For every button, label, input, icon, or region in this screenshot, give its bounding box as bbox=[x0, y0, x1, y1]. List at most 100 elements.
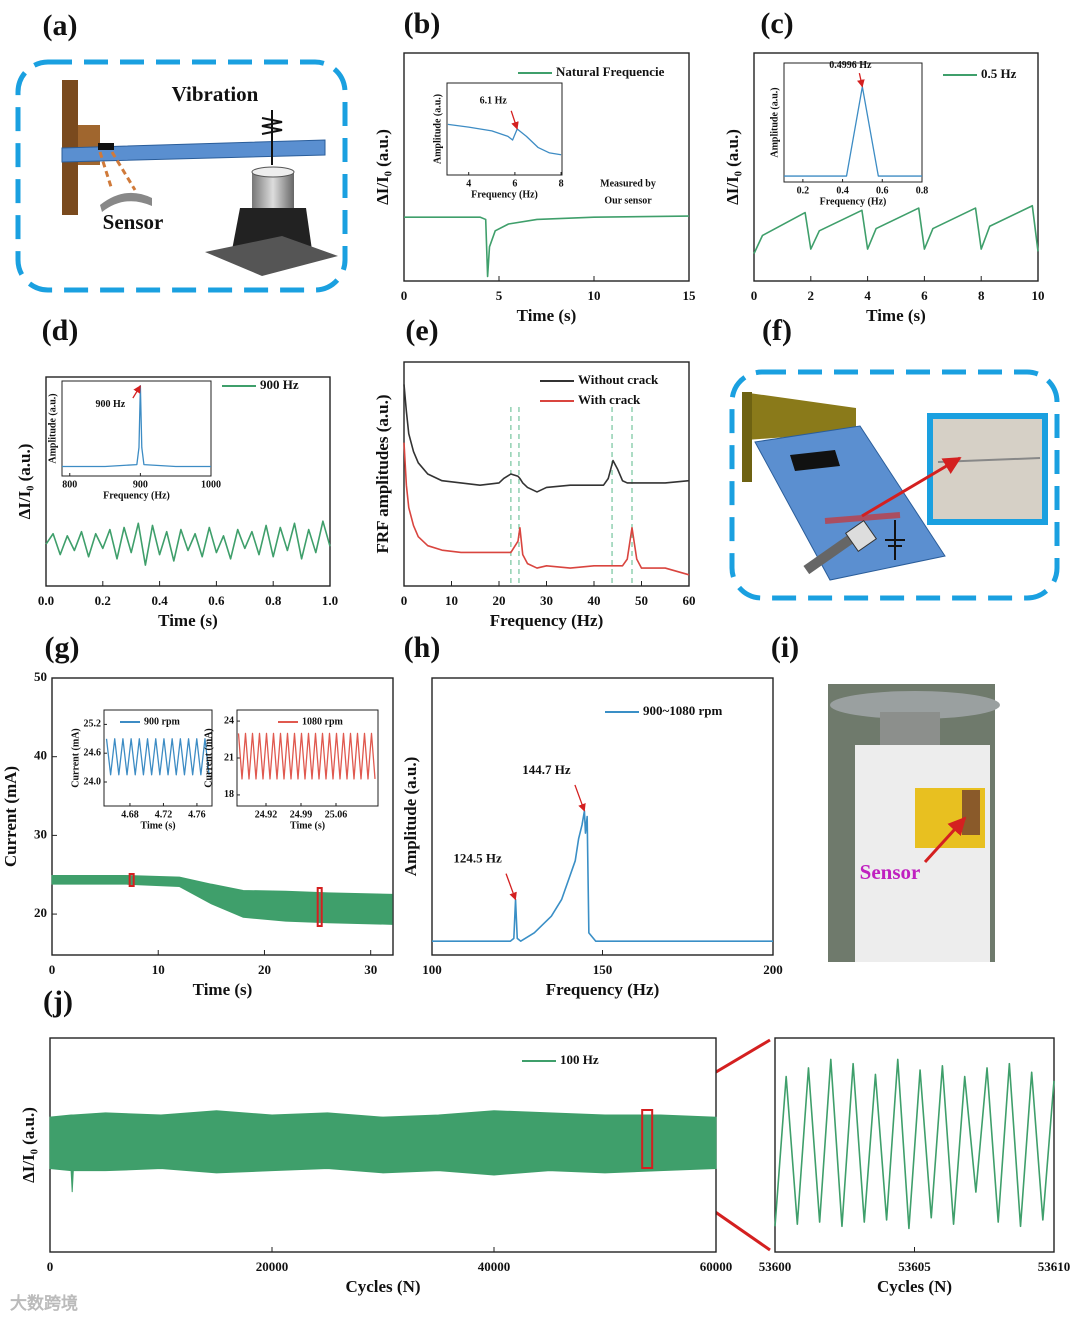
illustration-i-part bbox=[962, 790, 980, 835]
x-tick-label: 6 bbox=[921, 288, 928, 303]
illustration-a-part bbox=[61, 139, 326, 163]
x-tick-label: 24.99 bbox=[290, 809, 313, 820]
highlight bbox=[641, 1109, 654, 1169]
illustration-i-part bbox=[880, 712, 940, 747]
x-tick-label: 0 bbox=[47, 1259, 54, 1274]
x-tick-label: 10 bbox=[1032, 288, 1045, 303]
x-tick-label: 2 bbox=[808, 288, 815, 303]
legend-label: Natural Frequencie bbox=[556, 64, 665, 79]
x-tick-label: 30 bbox=[540, 593, 553, 608]
x-tick-label: 0.8 bbox=[916, 185, 929, 196]
x-tick-label: 20000 bbox=[256, 1259, 289, 1274]
x-tick-label: 53605 bbox=[898, 1259, 931, 1274]
x-tick-label: 20 bbox=[258, 962, 271, 977]
illustration-a-part: Sensor bbox=[103, 210, 164, 234]
x-axis-label: Frequency (Hz) bbox=[471, 189, 538, 200]
illustration-f-part bbox=[754, 425, 946, 581]
x-axis-label: Frequency (Hz) bbox=[103, 490, 170, 501]
x-tick-label: 4.72 bbox=[155, 809, 173, 820]
y-axis-label: FRF amplitudes (a.u.) bbox=[373, 395, 392, 554]
x-tick-label: 10 bbox=[588, 288, 601, 303]
annotation-arrow bbox=[510, 110, 519, 130]
y-axis-label: Amplitude (a.u.) bbox=[47, 393, 58, 463]
legend-label: 900 Hz bbox=[260, 377, 299, 392]
illustration-a-part: Vibration bbox=[172, 82, 259, 106]
y-tick-label: 24 bbox=[224, 715, 234, 726]
y-tick-label: 50 bbox=[34, 669, 47, 684]
illustration-a-part bbox=[261, 117, 283, 135]
illustration-f-part bbox=[885, 520, 905, 560]
illustration-a-part bbox=[252, 172, 294, 210]
y-tick-label: 21 bbox=[224, 752, 234, 763]
x-tick-label: 0 bbox=[401, 288, 408, 303]
annotation-arrow bbox=[505, 873, 517, 901]
x-tick-label: 50 bbox=[635, 593, 648, 608]
x-tick-label: 60 bbox=[683, 593, 696, 608]
x-tick-label: 15 bbox=[683, 288, 697, 303]
x-tick-label: 1.0 bbox=[322, 593, 338, 608]
x-axis-label: Time (s) bbox=[290, 820, 325, 831]
y-tick-label: 18 bbox=[224, 789, 234, 800]
panel-label: (g) bbox=[45, 631, 80, 664]
series-line bbox=[105, 738, 210, 776]
x-tick-label: 0.6 bbox=[876, 185, 889, 196]
x-tick-label: 150 bbox=[593, 962, 613, 977]
x-axis-label: Cycles (N) bbox=[345, 1277, 420, 1296]
y-axis-label: Current (mA) bbox=[203, 728, 214, 788]
y-axis-label: ΔI/I₀ (a.u.) bbox=[723, 129, 742, 205]
x-axis-label: Cycles (N) bbox=[877, 1277, 952, 1296]
x-tick-label: 1000 bbox=[201, 479, 221, 490]
illustration-f-part bbox=[790, 450, 840, 471]
x-tick-label: 5 bbox=[496, 288, 503, 303]
x-tick-label: 0.2 bbox=[95, 593, 111, 608]
x-tick-label: 30 bbox=[364, 962, 377, 977]
plot-frame bbox=[431, 677, 774, 956]
annotation-arrow bbox=[132, 385, 141, 399]
annotation: 6.1 Hz bbox=[480, 95, 508, 106]
illustration-a-part bbox=[15, 59, 348, 293]
x-tick-label: 40000 bbox=[478, 1259, 511, 1274]
note: Measured by bbox=[600, 178, 656, 189]
x-axis-label: Time (s) bbox=[140, 820, 175, 831]
y-axis-label: Current (mA) bbox=[1, 766, 20, 867]
y-tick-label: 24.6 bbox=[84, 747, 102, 758]
illustration-f-part bbox=[729, 369, 1060, 601]
series-line bbox=[753, 204, 1039, 254]
illustration-a-part bbox=[251, 166, 295, 178]
x-tick-label: 53610 bbox=[1038, 1259, 1071, 1274]
x-tick-label: 10 bbox=[445, 593, 458, 608]
x-tick-label: 4 bbox=[864, 288, 871, 303]
x-tick-label: 0.4 bbox=[151, 593, 168, 608]
x-axis-label: Time (s) bbox=[517, 306, 577, 325]
legend-label: 900 rpm bbox=[144, 716, 181, 727]
annotation: 124.5 Hz bbox=[453, 851, 502, 866]
highlight bbox=[316, 887, 323, 927]
annotation: 144.7 Hz bbox=[522, 762, 571, 777]
legend-label: 0.5 Hz bbox=[981, 66, 1017, 81]
series-line bbox=[447, 123, 562, 156]
illustration-i-part: Sensor bbox=[860, 860, 921, 884]
x-tick-label: 60000 bbox=[700, 1259, 733, 1274]
note: Our sensor bbox=[604, 195, 652, 206]
y-tick-label: 20 bbox=[34, 905, 47, 920]
x-axis-label: Frequency (Hz) bbox=[546, 980, 659, 999]
series-line bbox=[403, 384, 690, 493]
illustration-f-part bbox=[861, 456, 962, 518]
illustration-f: (f) bbox=[729, 314, 1060, 601]
illustration-i-part bbox=[855, 745, 990, 962]
illustration-f-part bbox=[927, 413, 1048, 525]
legend-label: With crack bbox=[578, 392, 641, 407]
highlight bbox=[128, 873, 135, 887]
annotation: 900 Hz bbox=[96, 399, 126, 410]
y-tick-label: 25.2 bbox=[84, 719, 102, 730]
y-axis-label: ΔI/I₀ (a.u.) bbox=[19, 1107, 38, 1183]
x-tick-label: 900 bbox=[133, 479, 148, 490]
watermark: 大数跨境 bbox=[10, 1293, 78, 1313]
legend-label: 1080 rpm bbox=[302, 716, 344, 727]
x-tick-label: 8 bbox=[559, 178, 564, 189]
x-axis-label: Frequency (Hz) bbox=[820, 196, 887, 207]
illustration-a-part bbox=[100, 192, 152, 212]
x-tick-label: 0 bbox=[49, 962, 56, 977]
x-tick-label: 20 bbox=[493, 593, 506, 608]
